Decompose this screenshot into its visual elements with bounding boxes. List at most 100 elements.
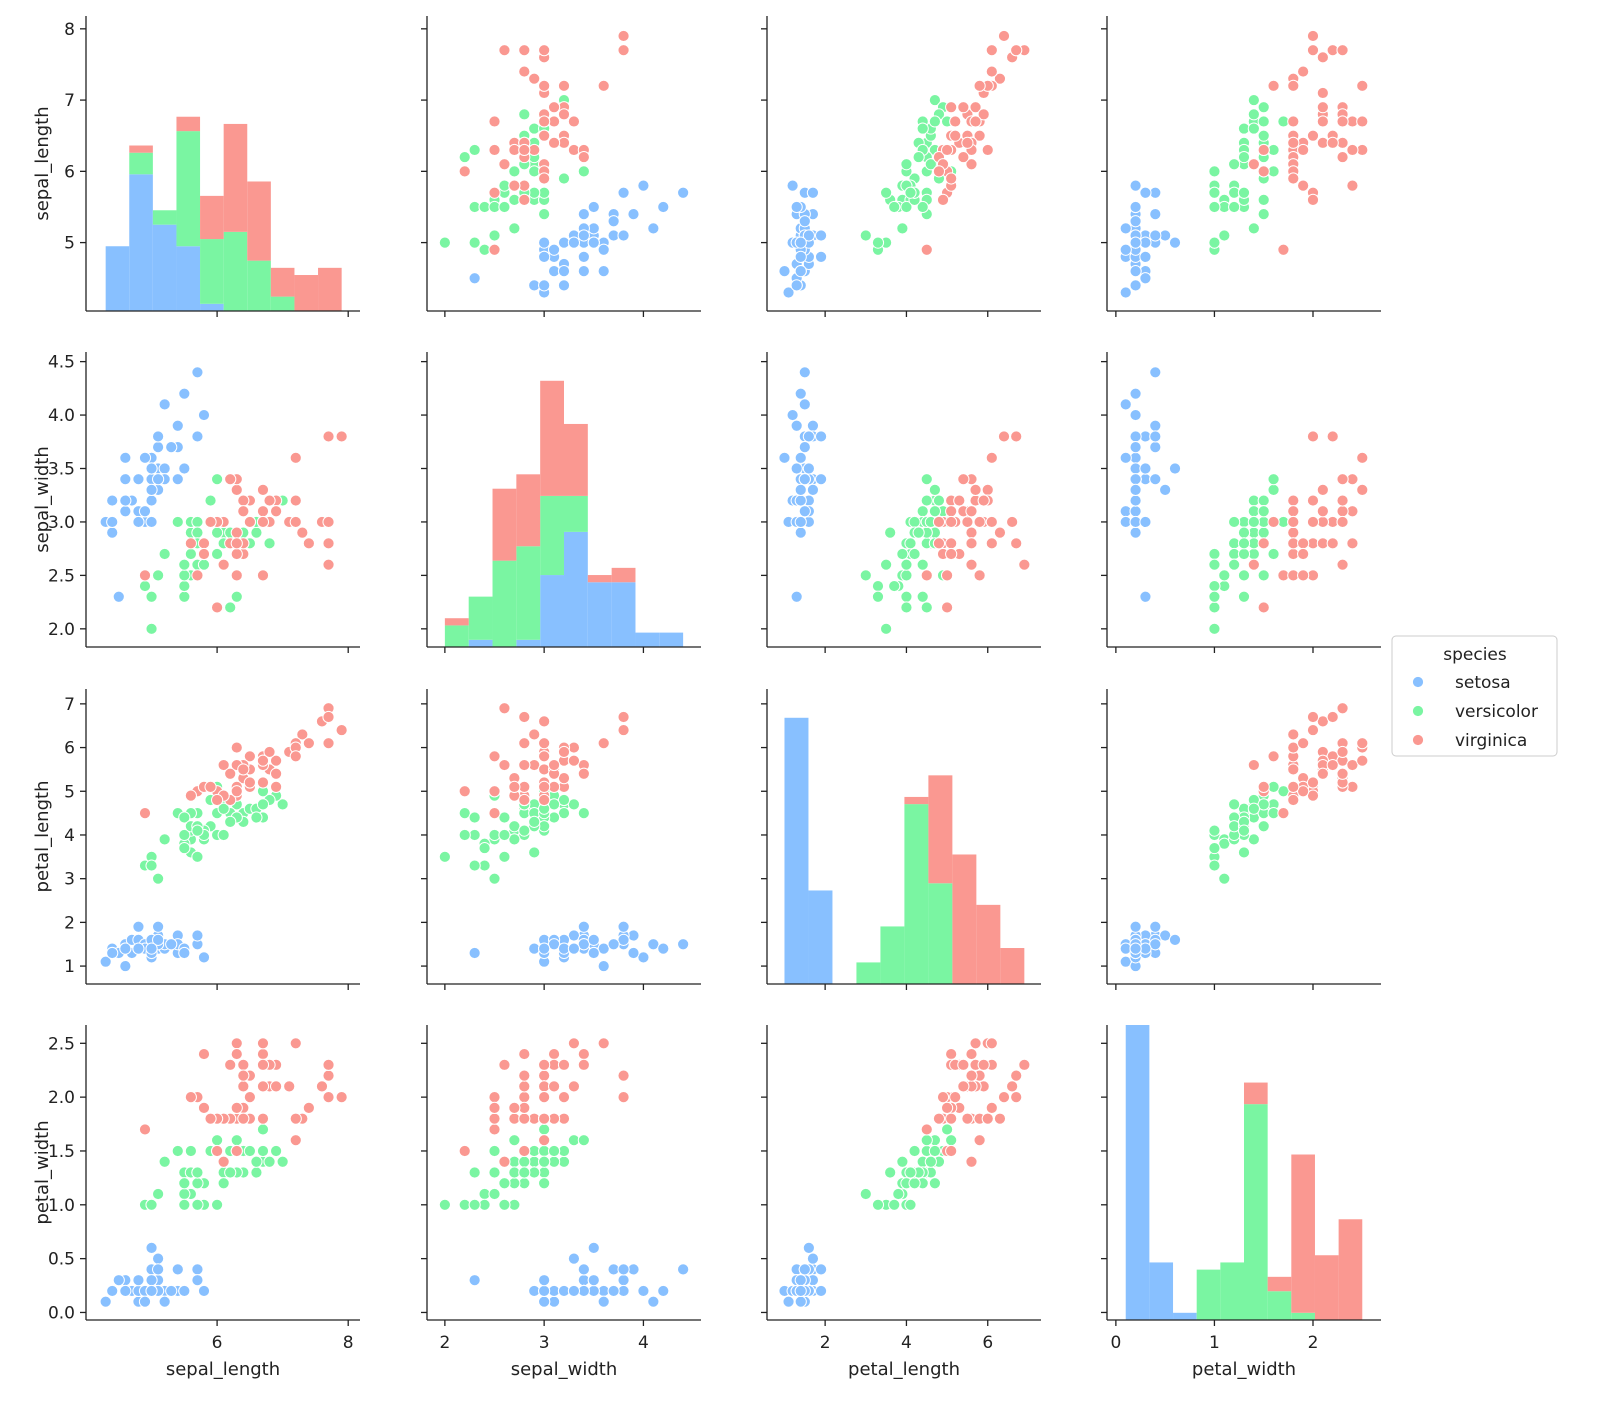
point	[498, 850, 511, 863]
point	[1297, 547, 1310, 561]
point	[191, 850, 204, 863]
point	[798, 215, 811, 228]
point	[191, 1198, 204, 1211]
point	[884, 526, 897, 539]
hist-bar	[540, 380, 564, 496]
point	[322, 515, 335, 529]
point	[152, 569, 165, 582]
point	[488, 1112, 501, 1125]
point	[557, 1091, 571, 1104]
point	[538, 1123, 551, 1136]
point	[106, 1284, 119, 1298]
point	[256, 1058, 270, 1071]
point	[230, 785, 243, 798]
point	[904, 186, 917, 199]
point	[859, 569, 872, 582]
hist-bar	[1149, 1262, 1174, 1320]
hist-bar	[176, 116, 201, 132]
point	[498, 158, 511, 171]
point	[230, 1134, 243, 1147]
point	[1228, 158, 1241, 171]
point	[1306, 29, 1320, 43]
point	[191, 515, 204, 529]
point	[945, 1134, 958, 1147]
hist-bar	[1291, 1154, 1315, 1313]
point	[1316, 483, 1329, 496]
point	[224, 815, 237, 828]
hist-bar	[1173, 1312, 1197, 1320]
point	[1257, 526, 1270, 539]
point	[806, 483, 820, 496]
point	[1010, 44, 1023, 57]
point	[1119, 398, 1132, 411]
point	[145, 1284, 158, 1298]
point	[263, 494, 276, 507]
point	[217, 828, 230, 842]
hist-bar	[611, 567, 636, 583]
point	[1218, 229, 1231, 242]
point	[1129, 236, 1142, 249]
point	[191, 929, 204, 942]
point	[778, 264, 791, 278]
point	[1336, 115, 1349, 128]
point	[888, 200, 901, 214]
point	[178, 1284, 191, 1298]
point	[1257, 143, 1270, 157]
point	[538, 1112, 551, 1125]
point	[928, 93, 941, 107]
point	[985, 44, 998, 57]
point	[567, 1252, 581, 1265]
hist-bar	[928, 775, 953, 884]
point	[1119, 243, 1132, 256]
point	[178, 811, 191, 824]
point	[152, 430, 165, 443]
point	[1139, 590, 1152, 603]
point	[1247, 222, 1260, 235]
hist-bar	[564, 531, 588, 647]
point	[1326, 430, 1339, 443]
point	[928, 1144, 941, 1158]
point	[1129, 430, 1142, 443]
point	[112, 1274, 125, 1287]
point	[587, 1274, 600, 1287]
point	[1287, 79, 1300, 92]
hist-bar	[152, 224, 177, 311]
point	[1119, 222, 1132, 235]
hist-bar	[492, 488, 517, 561]
point	[158, 1295, 171, 1308]
point	[1168, 236, 1182, 249]
point	[1326, 136, 1339, 149]
point	[538, 1069, 551, 1082]
point	[508, 165, 521, 178]
point	[191, 1177, 204, 1190]
point	[900, 601, 913, 614]
point	[289, 451, 302, 464]
point	[607, 1284, 620, 1298]
panel: 0 1 2	[1101, 1025, 1381, 1353]
point	[269, 1080, 283, 1093]
point	[1237, 150, 1251, 164]
y-tick-label: 8	[64, 20, 75, 40]
point	[547, 1080, 561, 1093]
point	[211, 1198, 224, 1211]
point	[965, 537, 978, 550]
point	[119, 494, 132, 507]
y-tick-label: 5	[64, 782, 75, 802]
point	[1297, 737, 1310, 750]
point	[178, 828, 191, 842]
point	[518, 758, 531, 772]
point	[158, 398, 171, 411]
point	[577, 165, 590, 178]
point	[1336, 494, 1349, 507]
point	[230, 1047, 243, 1061]
point	[1287, 793, 1300, 807]
point	[1208, 236, 1221, 249]
point	[224, 1166, 237, 1179]
point	[518, 1069, 531, 1082]
point	[145, 1198, 158, 1211]
point	[904, 1198, 917, 1211]
point	[969, 115, 982, 128]
point	[171, 1144, 184, 1158]
point	[965, 558, 978, 571]
point	[152, 473, 165, 486]
